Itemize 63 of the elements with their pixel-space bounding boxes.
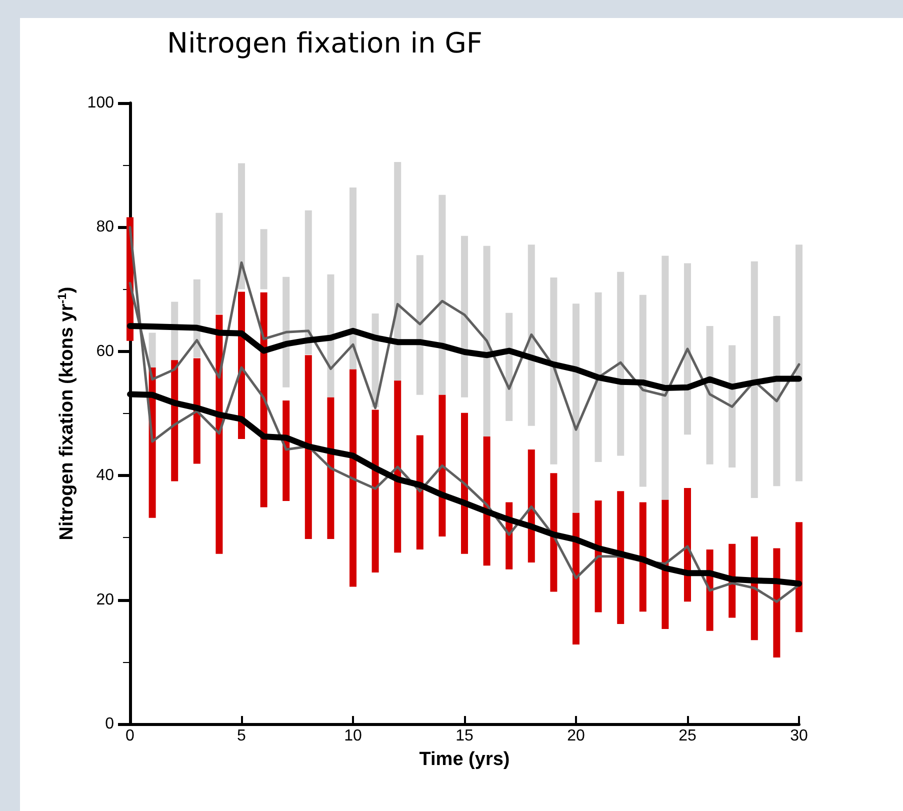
- x-tick-label: 20: [567, 728, 585, 744]
- bar: [327, 397, 334, 539]
- bar: [350, 187, 356, 370]
- bar: [216, 212, 223, 314]
- bar: [438, 194, 446, 395]
- chart-title: Nitrogen fixation in GF: [167, 26, 483, 60]
- x-tick-label: 15: [456, 728, 474, 744]
- bar: [461, 236, 468, 398]
- bar: [617, 491, 624, 624]
- bar: [438, 394, 446, 536]
- bar: [728, 345, 736, 468]
- y-tick-label: 100: [87, 94, 114, 112]
- bar: [572, 304, 580, 513]
- bar: [684, 263, 691, 435]
- bar: [773, 316, 780, 486]
- bar: [461, 412, 468, 554]
- bar: [639, 294, 646, 487]
- bar: [372, 410, 379, 572]
- bar: [528, 244, 535, 426]
- bar: [594, 292, 602, 462]
- bar: [594, 500, 602, 612]
- bar: [193, 358, 200, 464]
- bar: [416, 255, 424, 395]
- bar: [617, 272, 624, 456]
- bar: [662, 500, 669, 629]
- bar: [282, 276, 290, 388]
- y-tick-label: 80: [96, 218, 114, 236]
- bar: [750, 261, 758, 498]
- bar: [260, 229, 268, 290]
- bar: [773, 548, 780, 658]
- x-tick-label: 25: [678, 728, 696, 744]
- bar: [550, 278, 558, 464]
- y-tick-label: 20: [96, 591, 114, 608]
- bar: [572, 512, 580, 645]
- bar: [304, 355, 312, 539]
- bar: [238, 163, 245, 290]
- bar: [483, 436, 490, 566]
- y-tick-label: 60: [96, 342, 114, 360]
- x-tick-label: 30: [790, 728, 808, 744]
- bar: [350, 369, 356, 587]
- bar: [327, 274, 334, 398]
- bar: [394, 162, 402, 382]
- bar: [148, 332, 156, 370]
- bar: [483, 246, 490, 436]
- bar: [750, 536, 758, 640]
- y-tick-label: 0: [105, 716, 114, 732]
- bar: [662, 256, 669, 500]
- bar: [416, 435, 424, 550]
- bar: [394, 380, 402, 553]
- y-tick-label: 40: [96, 467, 114, 484]
- bar: [550, 473, 558, 592]
- y-axis-title: Nitrogen fixation (ktons yr-1): [54, 286, 78, 540]
- x-tick-label: 0: [126, 728, 135, 744]
- x-tick-label: 5: [237, 728, 246, 744]
- bar: [639, 502, 646, 612]
- x-tick-label: 10: [344, 728, 362, 744]
- x-axis-title: Time (yrs): [419, 749, 510, 770]
- bar: [304, 210, 312, 355]
- bar: [796, 522, 802, 632]
- bar: [796, 244, 802, 482]
- bar: [684, 488, 691, 602]
- bar: [706, 326, 714, 464]
- bar: [528, 450, 535, 563]
